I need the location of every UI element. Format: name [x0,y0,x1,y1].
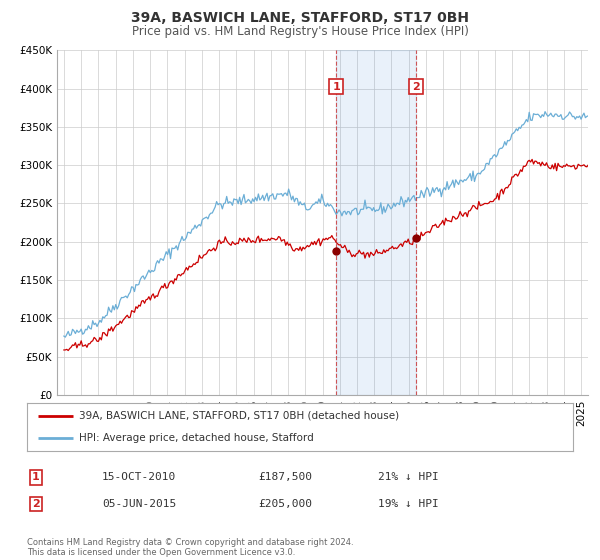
Text: 39A, BASWICH LANE, STAFFORD, ST17 0BH: 39A, BASWICH LANE, STAFFORD, ST17 0BH [131,11,469,25]
Text: 2: 2 [412,82,420,92]
Text: Price paid vs. HM Land Registry's House Price Index (HPI): Price paid vs. HM Land Registry's House … [131,25,469,38]
Text: £187,500: £187,500 [258,472,312,482]
Text: 1: 1 [32,472,40,482]
Text: 05-JUN-2015: 05-JUN-2015 [102,499,176,509]
Bar [336,50,416,395]
Text: 15-OCT-2010: 15-OCT-2010 [102,472,176,482]
Text: 1: 1 [332,82,340,92]
Text: 21% ↓ HPI: 21% ↓ HPI [378,472,439,482]
Text: 19% ↓ HPI: 19% ↓ HPI [378,499,439,509]
Text: £205,000: £205,000 [258,499,312,509]
Text: 2: 2 [32,499,40,509]
Text: HPI: Average price, detached house, Stafford: HPI: Average price, detached house, Staf… [79,433,314,444]
Text: 39A, BASWICH LANE, STAFFORD, ST17 0BH (detached house): 39A, BASWICH LANE, STAFFORD, ST17 0BH (d… [79,410,399,421]
Text: Contains HM Land Registry data © Crown copyright and database right 2024.
This d: Contains HM Land Registry data © Crown c… [27,538,353,557]
